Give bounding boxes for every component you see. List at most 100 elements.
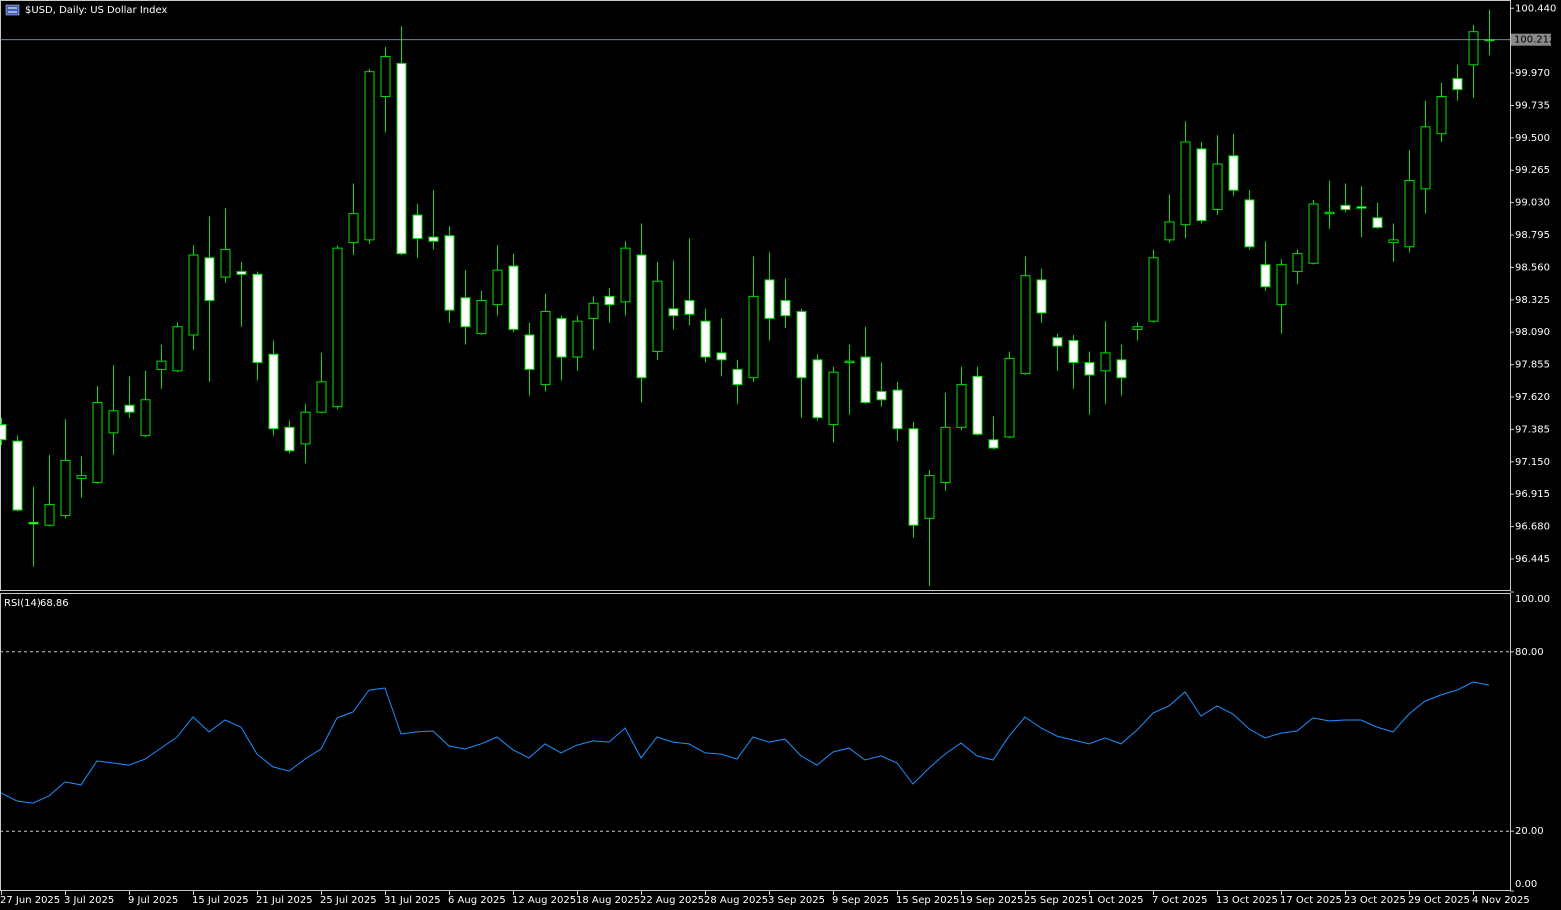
candle-body — [476, 300, 487, 335]
chart-title: $USD, Daily: US Dollar Index — [25, 5, 167, 16]
candle-body — [1068, 339, 1079, 364]
x-tick-label: 29 Oct 2025 — [1408, 895, 1470, 906]
current-price-label: 100.212 — [1514, 35, 1555, 46]
current-price-box — [1511, 33, 1551, 46]
candle-body — [876, 390, 887, 401]
candle-body — [668, 308, 679, 317]
candle-body — [732, 368, 743, 386]
candle-body — [428, 236, 439, 242]
main-frame — [0, 0, 1511, 591]
candle-body — [284, 426, 295, 452]
x-tick-label: 19 Sep 2025 — [960, 895, 1023, 906]
candle-body — [76, 475, 87, 479]
x-tick-label: 17 Oct 2025 — [1280, 895, 1342, 906]
candle-body — [940, 426, 951, 483]
x-tick-label: 23 Oct 2025 — [1344, 895, 1406, 906]
candle-body — [1340, 204, 1351, 211]
candle-body — [364, 71, 375, 241]
candle-body — [860, 356, 871, 404]
candle-body — [1020, 275, 1031, 375]
candle-body — [1372, 217, 1383, 228]
candle-body — [1228, 155, 1239, 191]
candle-body — [1324, 211, 1335, 215]
candle-body — [412, 214, 423, 239]
candle-body — [636, 254, 647, 379]
y-tick-label: 100.00 — [1515, 594, 1550, 605]
candle-body — [796, 311, 807, 379]
candle-body — [252, 273, 263, 364]
candle-body — [1084, 362, 1095, 376]
candle-body — [1292, 253, 1303, 273]
x-tick-label: 25 Jul 2025 — [320, 895, 377, 906]
y-tick-label: 99.265 — [1515, 165, 1550, 176]
x-tick-label: 6 Aug 2025 — [448, 895, 506, 906]
candle-body — [1404, 180, 1415, 248]
y-tick-label: 97.855 — [1515, 360, 1550, 371]
x-tick-label: 3 Sep 2025 — [768, 895, 825, 906]
y-tick-label: 98.325 — [1515, 295, 1550, 306]
candle-body — [460, 297, 471, 328]
x-tick-label: 21 Jul 2025 — [256, 895, 313, 906]
y-tick-label: 99.735 — [1515, 100, 1550, 111]
x-tick-label: 4 Nov 2025 — [1472, 895, 1530, 906]
candle-body — [236, 271, 247, 275]
x-tick-label: 28 Aug 2025 — [704, 895, 768, 906]
candle-body — [0, 424, 7, 441]
y-tick-label: 98.795 — [1515, 230, 1550, 241]
candle-body — [1212, 163, 1223, 211]
candle-body — [1036, 279, 1047, 314]
x-tick-label: 13 Oct 2025 — [1216, 895, 1278, 906]
candle-body — [124, 404, 135, 413]
y-tick-label: 97.620 — [1515, 392, 1550, 403]
candle-body — [1244, 199, 1255, 248]
candle-body — [556, 317, 567, 358]
candle-body — [1052, 337, 1063, 347]
candle-body — [972, 375, 983, 435]
x-tick-label: 22 Aug 2025 — [640, 895, 704, 906]
candle-body — [1100, 352, 1111, 372]
candle-body — [172, 326, 183, 372]
candle-body — [92, 402, 103, 483]
candle-body — [780, 300, 791, 317]
flag-icon — [5, 4, 20, 16]
main-plot — [0, 9, 1510, 586]
y-tick-label: 96.680 — [1515, 522, 1550, 533]
candle-body — [156, 360, 167, 370]
rsi-frame — [0, 593, 1511, 891]
candle-body — [908, 428, 919, 526]
candle-body — [1004, 357, 1015, 438]
y-tick-label: 96.915 — [1515, 489, 1550, 500]
rsi-value: 68.86 — [40, 598, 69, 609]
candle-body — [1356, 206, 1367, 209]
candle-body — [1276, 264, 1287, 306]
y-tick-label: 96.445 — [1515, 554, 1550, 565]
x-tick-label: 9 Sep 2025 — [832, 895, 889, 906]
candle-body — [300, 411, 311, 445]
candle-body — [988, 439, 999, 449]
candle-body — [540, 311, 551, 386]
x-tick-label: 27 Jun 2025 — [0, 895, 60, 906]
candle-body — [332, 247, 343, 408]
candle-body — [444, 235, 455, 311]
candle-body — [1132, 326, 1143, 330]
y-tick-label: 97.385 — [1515, 424, 1550, 435]
candle-body — [828, 371, 839, 426]
candle-body — [924, 475, 935, 519]
candle-body — [316, 381, 327, 413]
x-tick-label: 1 Oct 2025 — [1088, 895, 1143, 906]
candle-body — [700, 320, 711, 358]
candle-body — [204, 257, 215, 302]
candle-body — [492, 269, 503, 306]
candle-body — [380, 56, 391, 97]
candle-body — [28, 521, 39, 525]
y-tick-label: 99.030 — [1515, 198, 1550, 209]
candle-body — [812, 359, 823, 419]
candle-body — [1164, 221, 1175, 241]
candle-body — [1148, 257, 1159, 322]
y-tick-label: 99.970 — [1515, 68, 1550, 79]
candle-body — [684, 300, 695, 315]
candle-body — [844, 360, 855, 364]
